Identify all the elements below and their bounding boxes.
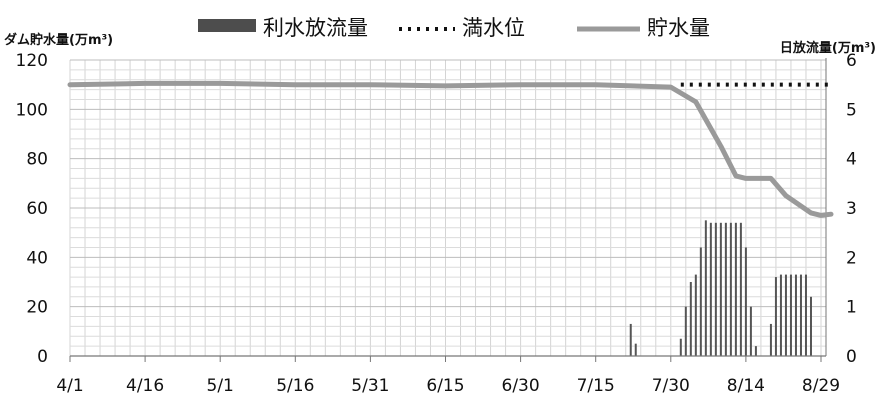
right-axis-title: 日放流量(万m³) [780, 40, 876, 56]
release-bar [699, 247, 702, 356]
release-bar [704, 220, 707, 356]
tick-labels: 0 20 40 60 80 100 120 0 1 2 3 4 5 6 4/1 4/16 5/1 5/16 5/31… [16, 51, 857, 396]
y-left-tick-label: 60 [26, 199, 48, 219]
release-bar [754, 346, 757, 356]
legend-label-release: 利水放流量 [263, 16, 368, 40]
x-tick-label: 8/29 [802, 376, 840, 396]
grid [69, 59, 826, 357]
x-tick-label: 5/16 [276, 376, 314, 396]
release-bar [714, 222, 717, 356]
storage-polyline [67, 80, 834, 218]
y-right-tick-label: 4 [846, 150, 857, 170]
x-tick-label: 7/30 [652, 376, 690, 396]
release-bar [629, 323, 632, 356]
y-right-tick-label: 1 [846, 298, 857, 318]
x-tick-label: 7/15 [577, 376, 615, 396]
y-left-tick-label: 120 [16, 51, 48, 71]
release-bar [719, 222, 722, 356]
x-tick-label: 4/1 [56, 376, 83, 396]
legend-swatch-release [198, 19, 256, 32]
release-bar [684, 306, 687, 356]
y-left-tick-label: 100 [16, 100, 48, 120]
y-right-tick-label: 5 [846, 100, 857, 120]
x-tick-label: 8/14 [727, 376, 765, 396]
y-left-tick-label: 40 [26, 248, 48, 268]
release-bars [629, 220, 812, 356]
release-bar [789, 274, 792, 356]
y-right-tick-label: 6 [846, 51, 857, 71]
x-tick-label: 5/1 [207, 376, 234, 396]
y-right-tick-label: 3 [846, 199, 857, 219]
x-tick-label: 6/15 [426, 376, 464, 396]
release-bar [694, 274, 697, 356]
release-bar [794, 274, 797, 356]
release-bar [809, 296, 812, 356]
y-left-tick-label: 0 [37, 347, 48, 367]
release-bar [734, 222, 737, 356]
x-tick-label: 4/16 [126, 376, 164, 396]
release-bar [729, 222, 732, 356]
legend-label-storage: 貯水量 [647, 16, 710, 40]
left-axis-title: ダム貯水量(万m³) [4, 32, 113, 48]
storage-line [67, 80, 834, 218]
release-bar [774, 277, 777, 356]
x-tick-label: 5/31 [351, 376, 389, 396]
release-bar [634, 343, 637, 356]
release-bar [744, 247, 747, 356]
release-bar [749, 306, 752, 356]
release-bar [709, 222, 712, 356]
release-bar [689, 282, 692, 356]
y-left-tick-label: 80 [26, 150, 48, 170]
y-right-tick-label: 2 [846, 248, 857, 268]
release-bar [799, 274, 802, 356]
x-tick-label: 6/30 [502, 376, 540, 396]
release-bar [679, 338, 682, 356]
release-bar [784, 274, 787, 356]
release-bar [804, 274, 807, 356]
legend: 利水放流量 満水位 貯水量 [198, 16, 710, 40]
axes [69, 58, 827, 362]
release-bar [779, 274, 782, 356]
legend-label-full-water: 満水位 [462, 16, 525, 40]
release-bar [739, 222, 742, 356]
release-bar [724, 222, 727, 356]
y-right-tick-label: 0 [846, 347, 857, 367]
y-left-tick-label: 20 [26, 298, 48, 318]
release-bar [769, 323, 772, 356]
